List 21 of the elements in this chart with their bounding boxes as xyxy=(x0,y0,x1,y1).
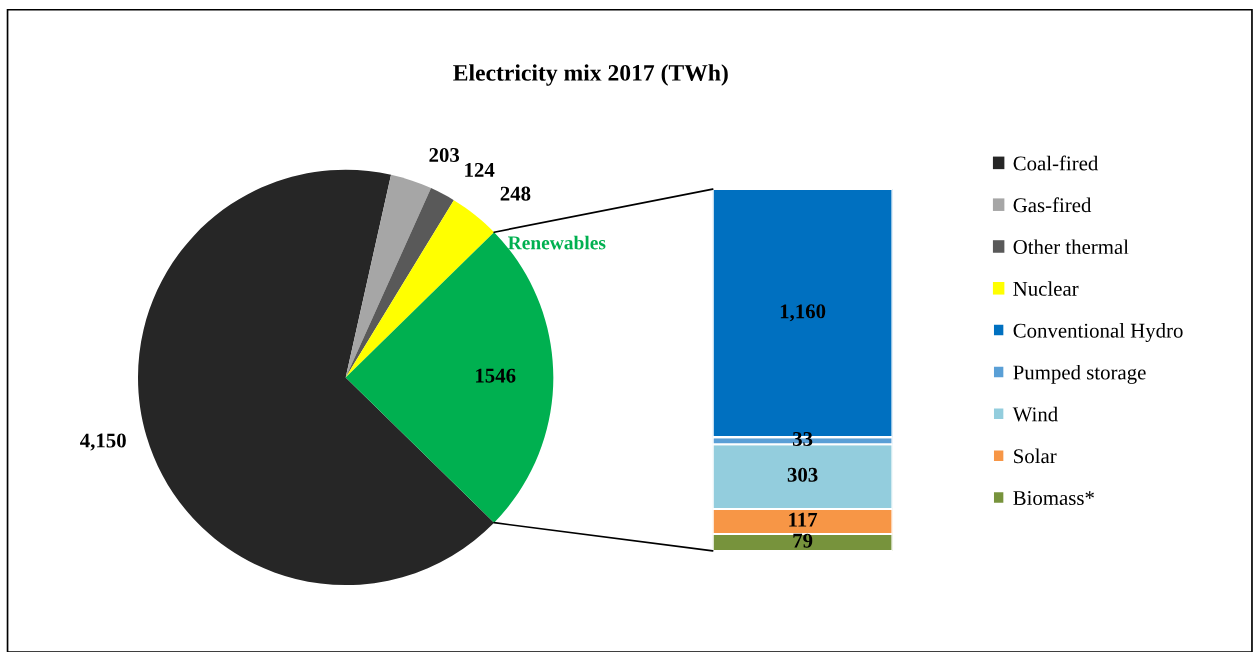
legend-label: Other thermal xyxy=(1013,239,1129,255)
data-label: 117 xyxy=(789,512,818,527)
data-label: 248 xyxy=(500,186,531,201)
data-label: 4,150 xyxy=(80,433,126,451)
legend-label: Gas-fired xyxy=(1013,197,1092,213)
legend-label: Biomass* xyxy=(1013,491,1094,506)
data-label: 79 xyxy=(793,533,813,548)
legend-label: Coal-fired xyxy=(1013,155,1099,171)
legend-label: Conventional Hydro xyxy=(1013,323,1183,342)
legend-label: Wind xyxy=(1012,406,1058,422)
chart-title: Electricity mix 2017 (TWh) xyxy=(453,64,728,86)
data-label: 1546 xyxy=(476,368,516,383)
legend-label: Solar xyxy=(1014,448,1057,464)
slice-label: Renewables xyxy=(508,235,606,250)
legend-label: Pumped storage xyxy=(1013,364,1146,384)
data-label: 303 xyxy=(787,467,818,482)
data-label: 124 xyxy=(465,162,495,177)
data-label: 1,160 xyxy=(780,304,826,322)
legend-label: Nuclear xyxy=(1013,281,1079,296)
pie-slice xyxy=(345,174,432,378)
data-label: 203 xyxy=(429,147,460,162)
